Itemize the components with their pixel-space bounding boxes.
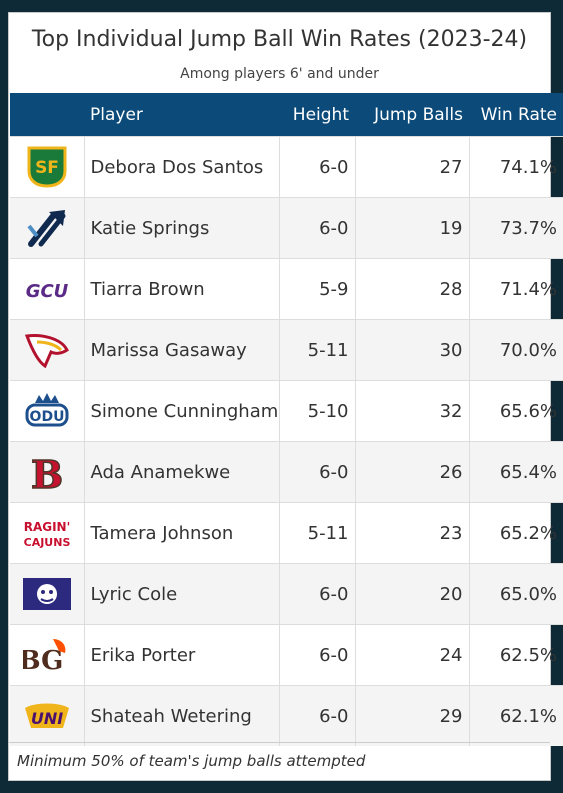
player-name: Debora Dos Santos bbox=[83, 136, 279, 198]
jump-balls-count: 30 bbox=[354, 319, 469, 381]
header-row: Player Height Jump Balls Win Rate bbox=[10, 93, 563, 137]
svg-text:CAJUNS: CAJUNS bbox=[23, 536, 70, 549]
warhawk-logo bbox=[23, 328, 71, 372]
jump-balls-column-header: Jump Balls bbox=[355, 93, 469, 137]
odu-logo: ODU bbox=[23, 389, 71, 433]
table-title: Top Individual Jump Ball Win Rates (2023… bbox=[31, 27, 528, 52]
player-name: Marissa Gasaway bbox=[83, 319, 279, 381]
win-rate-table: Player Height Jump Balls Win Rate SF Debo… bbox=[10, 93, 563, 746]
team-logo-cell: GCU bbox=[10, 258, 84, 320]
uni-logo: UNI bbox=[23, 694, 71, 738]
table-subtitle: Among players 6' and under bbox=[180, 66, 379, 82]
height-column-header: Height bbox=[279, 93, 355, 137]
svg-text:SF: SF bbox=[35, 158, 59, 178]
logo-column-header bbox=[10, 93, 84, 137]
jump-balls-count: 28 bbox=[354, 258, 469, 320]
brown-b-logo: B bbox=[23, 450, 71, 494]
win-rate-value: 65.4% bbox=[468, 441, 563, 503]
team-logo-cell: UNI bbox=[10, 685, 84, 746]
table-row: BG Erika Porter 6-0 24 62.5% bbox=[10, 624, 563, 686]
table-card: Top Individual Jump Ball Win Rates (2023… bbox=[8, 12, 563, 781]
player-height: 6-0 bbox=[278, 685, 355, 746]
player-height: 6-0 bbox=[278, 563, 355, 625]
player-name: Shateah Wetering bbox=[83, 685, 279, 746]
player-name: Lyric Cole bbox=[83, 563, 279, 625]
table-row: SF Debora Dos Santos 6-0 27 74.1% bbox=[10, 136, 563, 198]
player-column-header: Player bbox=[84, 93, 279, 137]
team-logo-cell: RAGIN' CAJUNS bbox=[10, 502, 84, 564]
table-row: ODU Simone Cunningham 5-10 32 65.6% bbox=[10, 380, 563, 442]
tiger-logo bbox=[22, 572, 71, 616]
player-name: Tamera Johnson bbox=[83, 502, 279, 564]
player-name: Simone Cunningham bbox=[83, 380, 279, 442]
team-logo-cell bbox=[10, 197, 84, 259]
jump-balls-count: 19 bbox=[354, 197, 469, 259]
gcu-logo: GCU bbox=[23, 267, 71, 311]
svg-text:ODU: ODU bbox=[29, 409, 64, 425]
jump-balls-count: 20 bbox=[354, 563, 469, 625]
player-name: Katie Springs bbox=[83, 197, 279, 259]
player-height: 6-0 bbox=[278, 136, 355, 198]
win-rate-value: 73.7% bbox=[468, 197, 563, 259]
table-row: Katie Springs 6-0 19 73.7% bbox=[10, 197, 563, 259]
player-height: 5-10 bbox=[278, 380, 355, 442]
team-logo-cell: SF bbox=[10, 136, 84, 198]
svg-text:GCU: GCU bbox=[25, 281, 68, 302]
team-logo-cell: BG bbox=[10, 624, 84, 686]
jump-balls-count: 27 bbox=[354, 136, 469, 198]
ragin-cajuns-logo: RAGIN' CAJUNS bbox=[23, 511, 71, 555]
table-row: Marissa Gasaway 5-11 30 70.0% bbox=[10, 319, 563, 381]
team-logo-cell bbox=[10, 319, 84, 381]
player-height: 6-0 bbox=[278, 197, 355, 259]
win-rate-column-header: Win Rate bbox=[469, 93, 563, 137]
usf-logo: SF bbox=[23, 145, 71, 189]
team-logo-cell bbox=[10, 563, 84, 625]
table-row: GCU Tiarra Brown 5-9 28 71.4% bbox=[10, 258, 563, 320]
player-name: Erika Porter bbox=[83, 624, 279, 686]
table-row: UNI Shateah Wetering 6-0 29 62.1% bbox=[10, 685, 563, 746]
player-height: 6-0 bbox=[278, 624, 355, 686]
win-rate-value: 70.0% bbox=[468, 319, 563, 381]
table-row: Lyric Cole 6-0 20 65.0% bbox=[10, 563, 563, 625]
svg-text:B: B bbox=[31, 452, 63, 494]
win-rate-value: 62.1% bbox=[468, 685, 563, 746]
trident-logo bbox=[23, 206, 71, 250]
win-rate-value: 65.6% bbox=[468, 380, 563, 442]
player-height: 5-9 bbox=[278, 258, 355, 320]
jump-balls-count: 24 bbox=[354, 624, 469, 686]
jump-balls-count: 23 bbox=[354, 502, 469, 564]
win-rate-value: 71.4% bbox=[468, 258, 563, 320]
jump-balls-count: 32 bbox=[354, 380, 469, 442]
win-rate-value: 74.1% bbox=[468, 136, 563, 198]
team-logo-cell: B bbox=[10, 441, 84, 503]
player-height: 5-11 bbox=[278, 502, 355, 564]
player-height: 6-0 bbox=[278, 441, 355, 503]
win-rate-value: 62.5% bbox=[468, 624, 563, 686]
player-name: Tiarra Brown bbox=[83, 258, 279, 320]
player-height: 5-11 bbox=[278, 319, 355, 381]
jump-balls-count: 26 bbox=[354, 441, 469, 503]
table-row: B Ada Anamekwe 6-0 26 65.4% bbox=[10, 441, 563, 503]
win-rate-value: 65.2% bbox=[468, 502, 563, 564]
jump-balls-count: 29 bbox=[354, 685, 469, 746]
table-row: RAGIN' CAJUNS Tamera Johnson 5-11 23 65.2% bbox=[10, 502, 563, 564]
footnote: Minimum 50% of team's jump balls attempt… bbox=[9, 742, 550, 780]
svg-text:RAGIN': RAGIN' bbox=[23, 520, 70, 534]
team-logo-cell: ODU bbox=[10, 380, 84, 442]
win-rate-value: 65.0% bbox=[468, 563, 563, 625]
svg-text:UNI: UNI bbox=[31, 709, 63, 728]
player-name: Ada Anamekwe bbox=[83, 441, 279, 503]
bg-logo: BG bbox=[23, 633, 71, 677]
svg-text:BG: BG bbox=[23, 646, 63, 676]
